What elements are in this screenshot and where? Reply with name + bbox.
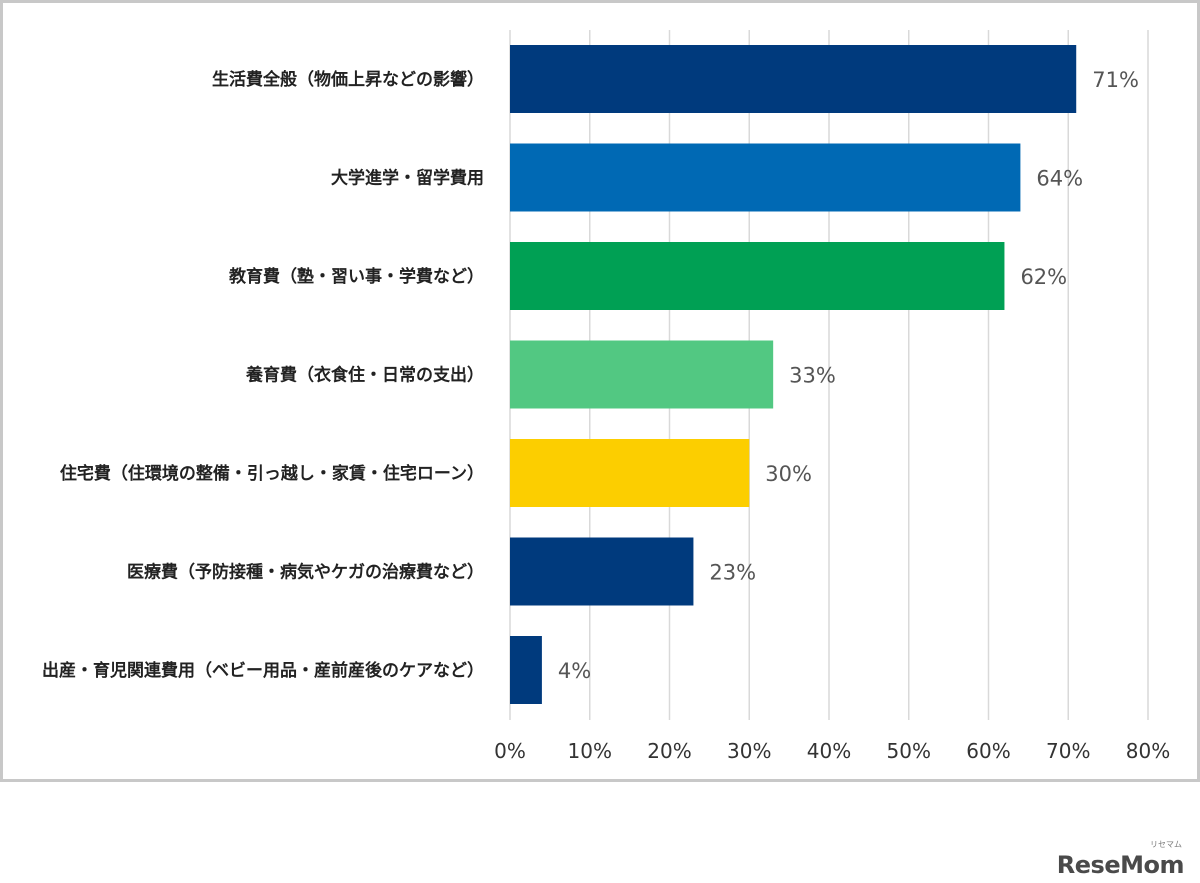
x-tick-label-7: 70% (1046, 739, 1090, 763)
x-tick-label-5: 50% (887, 739, 931, 763)
logo-text: ReseMom (1056, 851, 1185, 879)
bar-0 (510, 45, 1077, 113)
category-label-2: 教育費（塾・習い事・学費など） (228, 266, 484, 287)
value-label-4: 30% (765, 462, 812, 486)
x-tick-label-4: 40% (807, 739, 851, 763)
x-tick-label-0: 0% (494, 739, 526, 763)
value-label-0: 71% (1092, 68, 1139, 92)
bar-1 (510, 143, 1021, 212)
bar-6 (510, 636, 542, 704)
bar-3 (510, 340, 774, 409)
category-label-5: 医療費（予防接種・病気やケガの治療費など） (127, 562, 484, 583)
category-label-3: 養育費（衣食住・日常の支出） (245, 365, 484, 386)
resemom-logo: ReseMom リセマム (1056, 840, 1185, 879)
bar-2 (510, 242, 1005, 310)
x-tick-label-3: 30% (727, 739, 771, 763)
category-label-4: 住宅費（住環境の整備・引っ越し・家賃・住宅ローン） (60, 463, 484, 484)
value-label-2: 62% (1020, 265, 1067, 289)
x-tick-label-8: 80% (1126, 739, 1170, 763)
x-tick-label-1: 10% (568, 739, 612, 763)
bar-5 (510, 537, 694, 606)
value-label-6: 4% (558, 659, 591, 683)
value-label-3: 33% (789, 364, 836, 388)
logo-subtext: リセマム (1150, 840, 1182, 849)
category-label-1: 大学進学・留学費用 (331, 168, 484, 189)
value-label-5: 23% (709, 561, 756, 585)
x-tick-label-2: 20% (647, 739, 691, 763)
category-label-0: 生活費全般（物価上昇などの影響） (212, 69, 484, 90)
value-label-1: 64% (1036, 167, 1083, 191)
bar-4 (510, 439, 750, 507)
x-tick-label-6: 60% (966, 739, 1010, 763)
category-label-6: 出産・育児関連費用（ベビー用品・産前産後のケアなど） (42, 660, 484, 681)
